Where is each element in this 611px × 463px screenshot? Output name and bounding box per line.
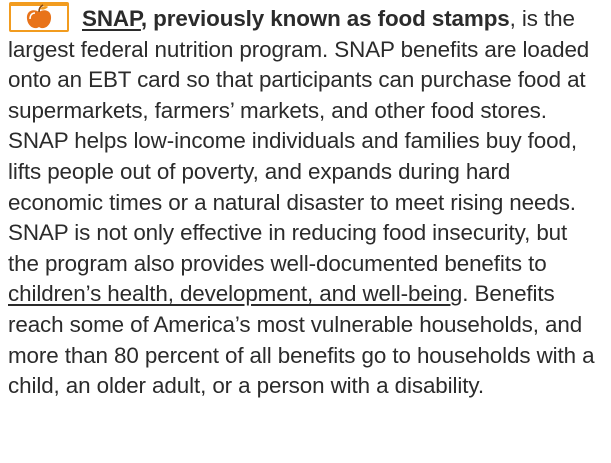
children-link[interactable]: children’s health, development, and well… (8, 281, 463, 307)
apple-leaf (40, 6, 48, 10)
lead-bold: , previously known as food stamps (140, 6, 510, 31)
body-text: , is the largest federal nutrition progr… (8, 6, 590, 276)
food-icon (9, 2, 69, 32)
paragraph: SNAP, previously known as food stamps, i… (8, 2, 595, 399)
snap-link[interactable]: SNAP (82, 6, 141, 31)
apple-shine (29, 12, 36, 20)
apple-stem (38, 4, 44, 13)
apple (26, 10, 52, 29)
body-text-end: . Benefits reach some of America’s most … (8, 281, 595, 399)
